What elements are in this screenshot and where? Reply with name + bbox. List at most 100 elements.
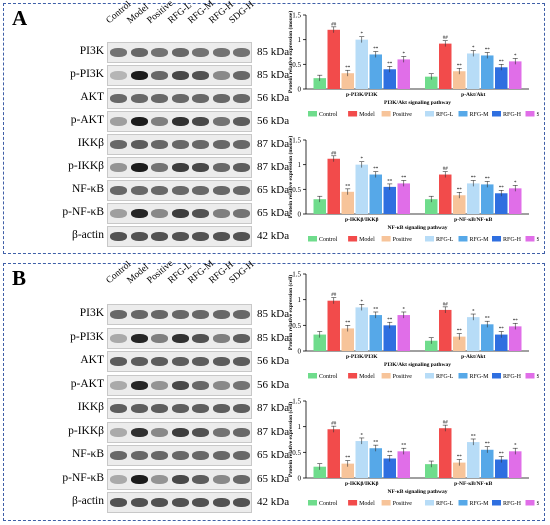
blot-band [233, 333, 250, 343]
bar [467, 442, 480, 478]
significance-label: ** [499, 452, 505, 457]
legend-swatch [425, 236, 434, 242]
bar [509, 188, 522, 214]
blot-band [171, 48, 189, 57]
y-tick-label: 0 [298, 211, 302, 219]
legend-label: Control [319, 112, 338, 118]
blot-band [192, 94, 209, 103]
bar [355, 441, 368, 478]
bar [313, 466, 326, 478]
blot-band [130, 209, 148, 218]
group-label: p-Akt/Akt [461, 92, 485, 98]
bar [439, 309, 452, 351]
legend-swatch [381, 373, 391, 379]
kda-label: 42 kDa [257, 496, 290, 508]
blot-band [130, 71, 148, 80]
kda-label: 87 kDa [257, 138, 290, 150]
kda-label: 56 kDa [257, 355, 290, 367]
legend-label: SDG-H [537, 501, 540, 507]
legend-label: Control [319, 237, 338, 243]
blot-band [233, 357, 250, 366]
y-tick-label: 1 [298, 161, 302, 169]
blot-band [130, 427, 148, 437]
bar [495, 67, 508, 89]
blot-band [233, 232, 250, 241]
blot-band [192, 474, 209, 484]
blot-band [171, 71, 189, 80]
bar [453, 462, 466, 478]
blot-band [192, 140, 209, 149]
bar [397, 315, 410, 351]
significance-label: ## [443, 167, 449, 172]
blot-band [130, 357, 148, 366]
legend-label: Positive [393, 112, 413, 118]
blot-band [110, 404, 127, 413]
significance-label: ** [373, 441, 379, 446]
significance-label: * [361, 300, 364, 305]
significance-label: ** [373, 307, 379, 312]
significance-label: ## [443, 36, 449, 41]
blot-band [212, 71, 230, 80]
blot-band [130, 333, 148, 343]
blot-band [171, 474, 189, 484]
bar [481, 324, 494, 351]
blot-band [151, 474, 168, 484]
y-tick-label: 0.5 [292, 61, 301, 69]
legend-label: RFG-H [503, 374, 522, 380]
blot-band [130, 451, 148, 460]
significance-label: ## [331, 293, 337, 298]
blot-band [151, 71, 168, 80]
blot-band [212, 380, 230, 390]
blot-band [212, 427, 230, 437]
bar [327, 158, 340, 214]
blot-band [110, 94, 127, 103]
protein-label: PI3K [79, 307, 104, 319]
y-tick-label: 1.5 [292, 137, 301, 145]
significance-label: ** [485, 48, 491, 53]
bar [397, 451, 410, 478]
bar [355, 307, 368, 351]
legend-swatch [381, 500, 391, 506]
blot-band [130, 232, 148, 241]
protein-label: p-AKT [70, 114, 104, 126]
bar [495, 193, 508, 214]
blot-band [130, 310, 148, 319]
bar [425, 199, 438, 214]
significance-label: ** [513, 319, 519, 324]
significance-label: ** [485, 177, 491, 182]
significance-label: ** [345, 66, 351, 71]
protein-label: p-NF-κB [62, 471, 104, 484]
significance-label: ** [457, 329, 463, 334]
bar [341, 328, 354, 351]
significance-label: ** [499, 327, 505, 332]
blot-strip [107, 65, 252, 86]
blot-band [171, 232, 189, 241]
bar [439, 428, 452, 478]
blot-band [212, 357, 230, 366]
y-axis-label: Protein relative expression (cell) [287, 275, 294, 350]
blot-band [212, 94, 230, 103]
legend-swatch [308, 111, 317, 117]
blot-band [212, 404, 230, 413]
bar [439, 174, 452, 214]
blot-band [130, 474, 148, 484]
x-axis-label: NF-κB signaling pathway [388, 489, 448, 495]
legend-swatch [348, 236, 358, 242]
bar [341, 463, 354, 478]
significance-label: * [361, 32, 364, 37]
bar [397, 59, 410, 89]
blot-band [233, 140, 250, 149]
protein-label: IKKβ [77, 401, 104, 413]
significance-label: ** [499, 186, 505, 191]
blot-band [192, 404, 209, 413]
y-tick-label: 0 [298, 475, 302, 483]
blot-band [151, 498, 168, 507]
protein-label: NF-κB [72, 183, 104, 195]
blot-band [192, 333, 209, 343]
protein-label: NF-κB [72, 448, 104, 460]
significance-label: ** [373, 167, 379, 172]
bar [369, 174, 382, 214]
bar [341, 73, 354, 89]
bar [383, 186, 396, 214]
